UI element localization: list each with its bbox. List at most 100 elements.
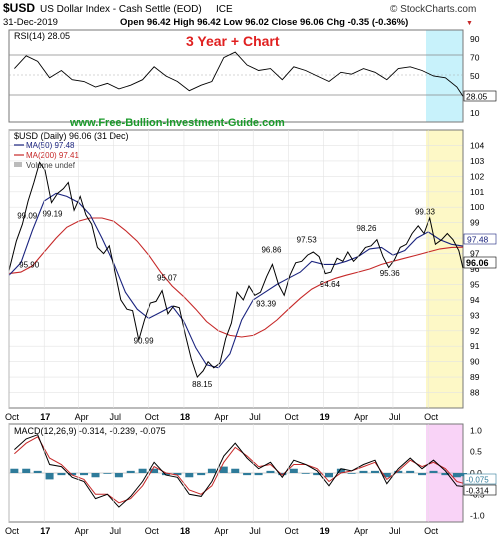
macd-histogram-bar — [231, 468, 240, 473]
price-annotation: 93.39 — [256, 299, 277, 308]
price-y-tick-label: 88 — [470, 388, 480, 398]
x-tick-label: 19 — [320, 412, 330, 422]
price-y-tick-label: 94 — [470, 295, 480, 305]
macd-histogram-bar — [80, 473, 89, 476]
price-y-tick-label: 97 — [470, 249, 480, 259]
x-tick-label: Apr — [214, 526, 228, 536]
macd-y-tick-label: 0.5 — [470, 447, 482, 457]
price-annotation: 94.64 — [320, 280, 341, 289]
rsi-frame — [8, 29, 464, 123]
price-annotation: 99.09 — [17, 211, 38, 220]
macd-histogram-bar — [114, 473, 123, 478]
macd-histogram-bar — [429, 470, 438, 473]
ma50-line — [8, 192, 464, 369]
price-annotation: 99.19 — [42, 210, 63, 219]
symbol: $USD — [3, 1, 35, 15]
x-tick-label: Apr — [354, 412, 368, 422]
rsi-line — [14, 51, 464, 97]
price-y-tick-label: 99 — [470, 218, 480, 228]
x-tick-label: 18 — [180, 412, 190, 422]
macd-histogram-bar — [45, 473, 54, 480]
chart-subtitle: 3 Year + Chart — [186, 33, 280, 49]
x-tick-label: Oct — [424, 412, 439, 422]
price-y-tick-label: 93 — [470, 310, 480, 320]
price-y-tick-label: 92 — [470, 326, 480, 336]
macd-histogram-bar — [185, 473, 194, 478]
x-tick-label: Oct — [145, 412, 160, 422]
x-tick-label: 17 — [40, 412, 50, 422]
change-down-icon: ▼ — [466, 20, 473, 27]
macd-histogram-bar — [370, 470, 379, 473]
x-tick-label: Jul — [389, 412, 401, 422]
x-tick-label: 17 — [40, 526, 50, 536]
macd-histogram-bar — [33, 470, 42, 473]
ma200-legend: MA(200) 97.41 — [26, 151, 79, 160]
price-y-tick-label: 90 — [470, 357, 480, 367]
rsi-label: RSI(14) 28.05 — [14, 31, 70, 41]
macd-last-value: -0.314 — [466, 487, 489, 496]
rsi-y-tick-label: 90 — [470, 34, 480, 44]
macd-histogram-bar — [138, 468, 147, 473]
macd-histogram-bar — [243, 473, 252, 476]
macd-histogram-bar — [459, 473, 467, 477]
price-y-tick-label: 89 — [470, 372, 480, 382]
macd-line — [14, 434, 464, 508]
price-y-tick-label: 95 — [470, 279, 480, 289]
x-tick-label: Oct — [284, 526, 299, 536]
price-annotation: 98.26 — [356, 224, 377, 233]
macd-histogram-bar — [301, 473, 310, 474]
x-tick-label: Jul — [110, 412, 122, 422]
macd-histogram-bar — [126, 470, 135, 473]
x-tick-label: Jul — [389, 526, 401, 536]
price-line — [8, 161, 464, 379]
x-tick-label: Oct — [284, 412, 299, 422]
x-tick-label: Oct — [424, 526, 439, 536]
macd-histogram-bar — [313, 473, 322, 476]
price-label: $USD (Daily) 96.06 (31 Dec) — [14, 131, 129, 141]
macd-hist-last-value: -0.075 — [466, 476, 489, 485]
website-link[interactable]: www.Free-Bullion-Investment-Guide.com — [69, 117, 285, 129]
close-last-box — [463, 256, 497, 269]
macd-histogram-bar — [161, 473, 170, 476]
macd-label: MACD(12,26,9) -0.314, -0.239, -0.075 — [14, 426, 166, 436]
ohlc-readout: Open 96.42 High 96.42 Low 96.02 Close 96… — [120, 17, 408, 28]
macd-histogram-bar — [219, 466, 228, 473]
price-y-tick-label: 100 — [470, 202, 484, 212]
price-annotation: 90.99 — [134, 336, 155, 345]
macd-histogram-bar — [22, 468, 31, 473]
macd-histogram-bar — [103, 473, 112, 474]
macd-panel: MACD(12,26,9) -0.314, -0.239, -0.075 1.0… — [8, 423, 497, 523]
macd-histogram-bar — [325, 473, 334, 478]
macd-histogram-bar — [254, 473, 263, 476]
macd-histogram-bar — [197, 473, 206, 476]
rsi-last-box — [463, 90, 497, 102]
rsi-y-tick-label: 50 — [470, 71, 480, 81]
rsi-highlight-zone — [426, 30, 463, 122]
macd-histogram-bar — [207, 468, 216, 473]
x-tick-label: Oct — [145, 526, 160, 536]
macd-histogram-bar — [418, 473, 427, 476]
x-tick-label: Jul — [110, 526, 122, 536]
macd-signal-line — [14, 436, 464, 504]
price-y-tick-label: 104 — [470, 140, 484, 150]
macd-histogram-bar — [359, 470, 368, 473]
macd-histogram-bar — [336, 468, 345, 473]
price-y-tick-label: 101 — [470, 187, 484, 197]
macd-histogram-bar — [150, 468, 159, 473]
x-tick-label: 19 — [320, 526, 330, 536]
price-annotation: 88.15 — [192, 380, 213, 389]
instrument-name: US Dollar Index - Cash Settle (EOD) — [40, 4, 202, 15]
macd-histogram-bar — [406, 470, 415, 473]
rsi-y-tick-label: 10 — [470, 108, 480, 118]
price-panel: www.Free-Bullion-Investment-Guide.com $U… — [8, 117, 497, 409]
macd-histogram-bar — [91, 473, 100, 478]
price-y-tick-label: 102 — [470, 171, 484, 181]
x-tick-label: Oct — [5, 412, 20, 422]
macd-histogram-bar — [382, 473, 391, 478]
price-annotation: 95.90 — [19, 261, 40, 270]
rsi-panel: RSI(14) 28.05 3 Year + Chart 9070503010 … — [8, 29, 497, 123]
volume-legend: Volume undef — [26, 161, 76, 170]
ma50-last-box — [463, 233, 497, 245]
